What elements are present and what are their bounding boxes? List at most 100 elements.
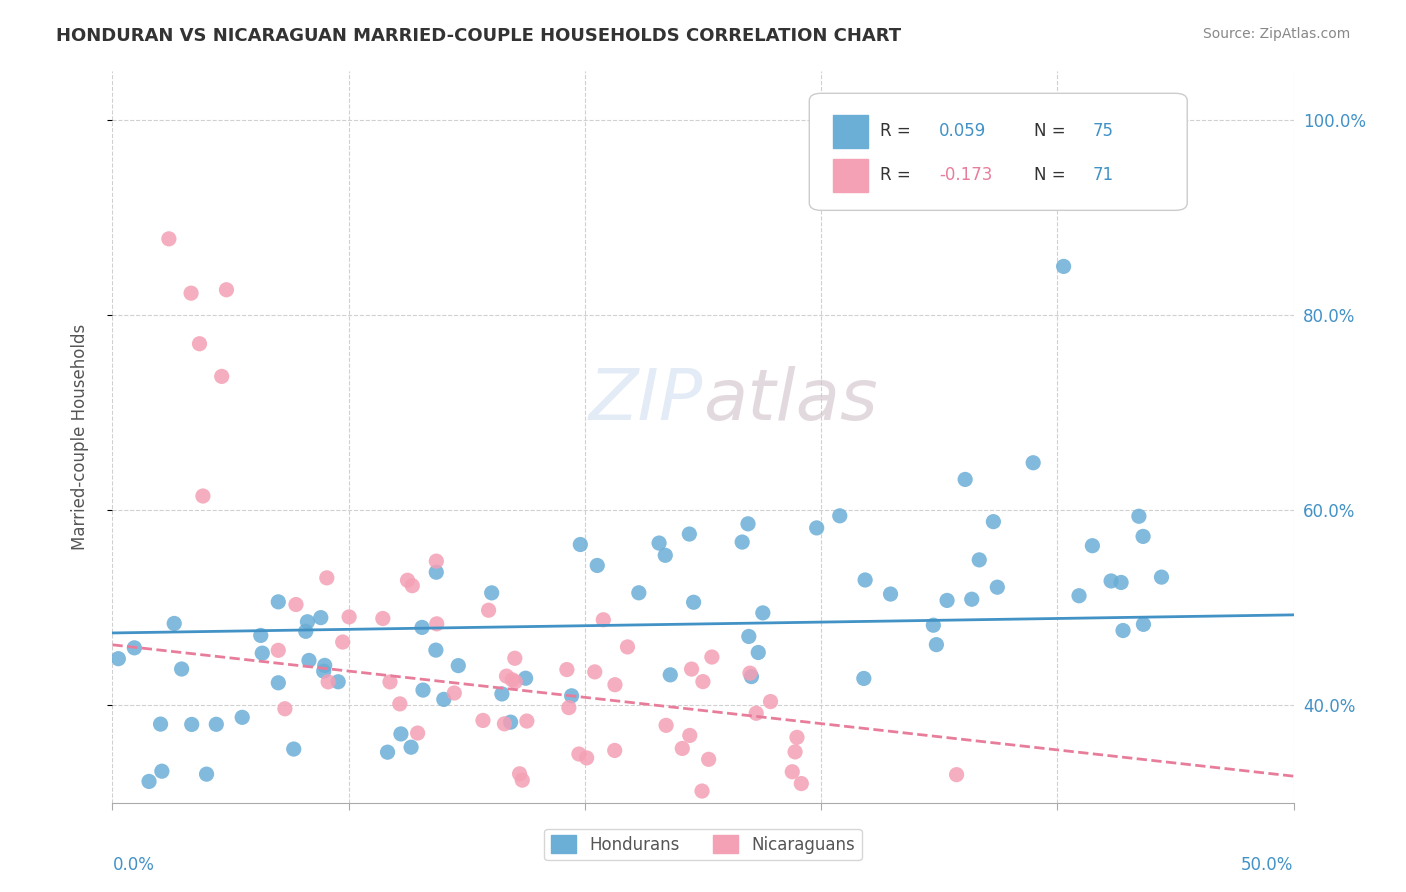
Point — [378, 674, 401, 689]
Point — [616, 640, 638, 654]
Text: 75: 75 — [1092, 122, 1114, 140]
Point — [505, 674, 527, 689]
Point — [648, 536, 671, 550]
Point — [314, 658, 336, 673]
Point — [659, 668, 682, 682]
Point — [853, 573, 876, 587]
Point — [1132, 617, 1154, 632]
Text: N =: N = — [1033, 166, 1070, 185]
Bar — [832, 115, 869, 148]
Point — [740, 670, 762, 684]
Point — [267, 643, 290, 657]
Point — [332, 635, 354, 649]
Point — [882, 865, 904, 880]
Point — [967, 553, 990, 567]
Point — [603, 743, 626, 757]
Point — [1067, 589, 1090, 603]
Legend: Hondurans, Nicaraguans: Hondurans, Nicaraguans — [544, 829, 862, 860]
Point — [737, 516, 759, 531]
Point — [654, 549, 676, 563]
Point — [472, 714, 495, 728]
Point — [780, 764, 803, 779]
Point — [655, 718, 678, 732]
Point — [928, 860, 950, 874]
Point — [294, 624, 316, 639]
Text: N =: N = — [1033, 122, 1070, 140]
Point — [377, 745, 399, 759]
Point — [267, 675, 290, 690]
Point — [983, 515, 1005, 529]
Text: 50.0%: 50.0% — [1241, 856, 1294, 874]
Point — [138, 774, 160, 789]
Point — [1081, 539, 1104, 553]
Point — [734, 840, 756, 855]
Point — [1022, 456, 1045, 470]
Point — [510, 773, 533, 788]
Point — [1132, 529, 1154, 543]
Point — [852, 672, 875, 686]
Point — [191, 489, 214, 503]
Point — [586, 558, 609, 573]
Point — [443, 686, 465, 700]
Point — [790, 776, 813, 790]
Y-axis label: Married-couple Households: Married-couple Households — [70, 324, 89, 550]
Point — [211, 369, 233, 384]
Point — [371, 611, 394, 625]
Point — [316, 674, 339, 689]
Point — [515, 671, 537, 685]
Point — [678, 527, 700, 541]
Point — [426, 616, 449, 631]
Point — [627, 586, 650, 600]
Point — [312, 664, 335, 678]
Point — [388, 697, 411, 711]
Point — [501, 673, 523, 687]
Point — [603, 678, 626, 692]
Point — [477, 603, 499, 617]
Point — [953, 472, 976, 486]
Point — [993, 886, 1015, 892]
Point — [425, 566, 447, 580]
Point — [823, 863, 845, 878]
Point — [799, 822, 821, 836]
Point — [682, 595, 704, 609]
Point — [425, 554, 447, 568]
Point — [561, 689, 583, 703]
Text: HONDURAN VS NICARAGUAN MARRIED-COUPLE HOUSEHOLDS CORRELATION CHART: HONDURAN VS NICARAGUAN MARRIED-COUPLE HO… — [56, 27, 901, 45]
Point — [107, 651, 129, 665]
Point — [188, 336, 211, 351]
Point — [170, 662, 193, 676]
Point — [337, 610, 360, 624]
Point — [747, 645, 769, 659]
Point — [283, 742, 305, 756]
Point — [396, 574, 419, 588]
Point — [195, 767, 218, 781]
Point — [690, 784, 713, 798]
Point — [681, 662, 703, 676]
Point — [399, 740, 422, 755]
Point — [447, 658, 470, 673]
Point — [697, 752, 720, 766]
Point — [389, 727, 412, 741]
Point — [495, 669, 517, 683]
Point — [494, 716, 516, 731]
Point — [700, 650, 723, 665]
Point — [406, 726, 429, 740]
Point — [297, 615, 319, 629]
Point — [558, 700, 581, 714]
Text: ZIP: ZIP — [589, 366, 703, 435]
Point — [315, 571, 337, 585]
Point — [252, 646, 274, 660]
Point — [205, 717, 228, 731]
Point — [509, 767, 531, 781]
Point — [783, 745, 806, 759]
Point — [621, 832, 644, 847]
Text: 0.059: 0.059 — [939, 122, 987, 140]
Point — [274, 702, 297, 716]
Point — [1052, 260, 1074, 274]
Point — [499, 715, 522, 730]
Point — [1109, 575, 1132, 590]
Point — [180, 286, 202, 301]
Point — [285, 598, 308, 612]
Point — [920, 823, 942, 838]
Point — [752, 606, 775, 620]
